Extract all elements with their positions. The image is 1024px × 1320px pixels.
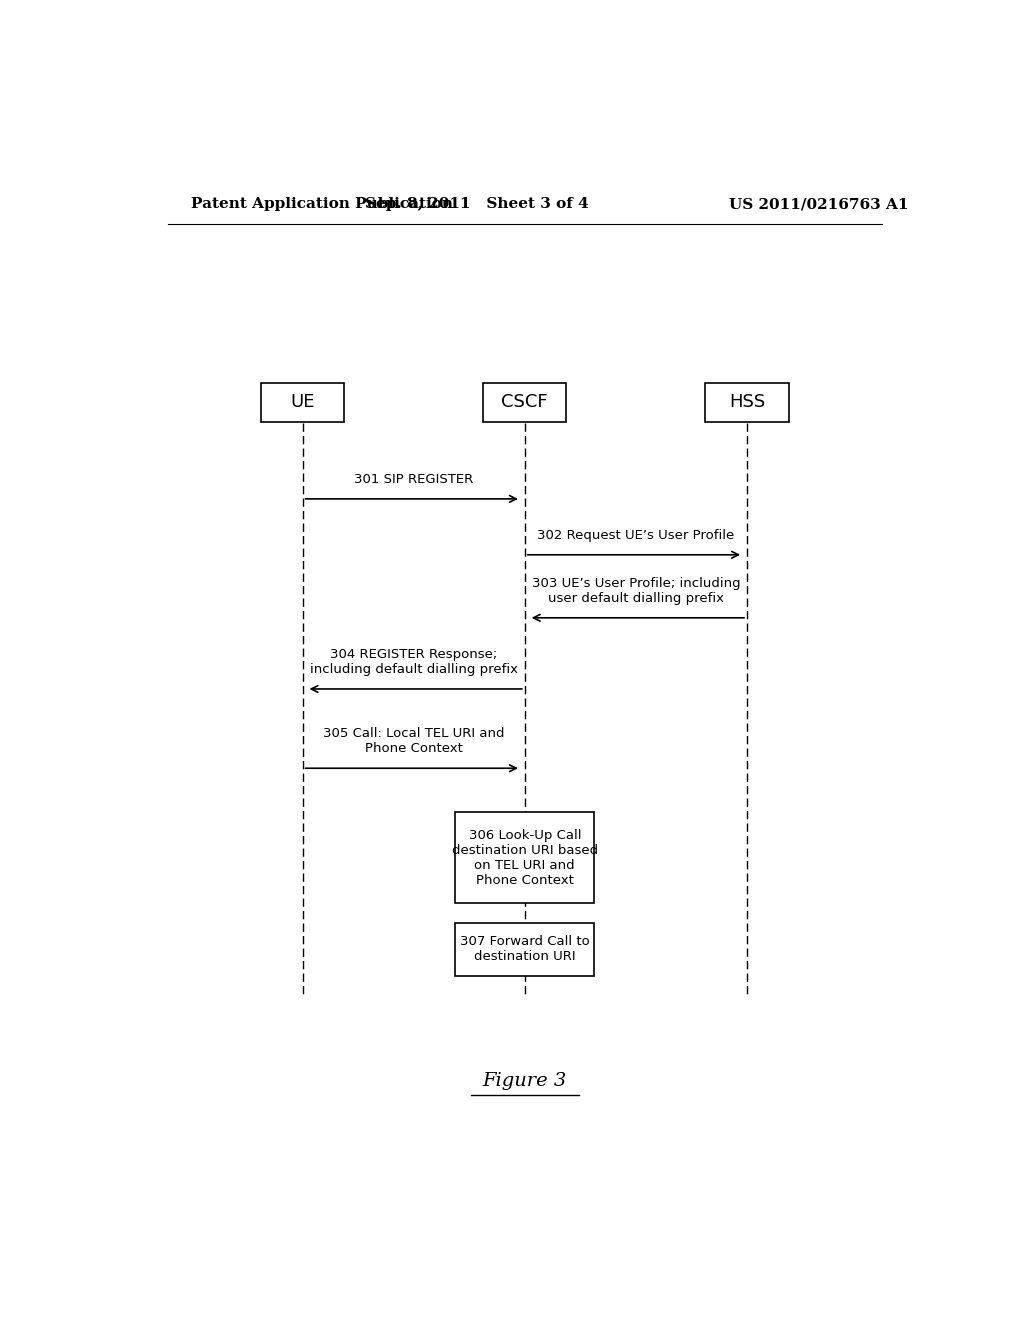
Text: 301 SIP REGISTER: 301 SIP REGISTER [354,473,473,486]
Bar [706,383,788,421]
Text: 302 Request UE’s User Profile: 302 Request UE’s User Profile [538,528,734,541]
Text: Patent Application Publication: Patent Application Publication [191,197,454,211]
Text: 303 UE’s User Profile; including
user default dialling prefix: 303 UE’s User Profile; including user de… [531,577,740,605]
Text: 304 REGISTER Response;
including default dialling prefix: 304 REGISTER Response; including default… [309,648,518,676]
Text: UE: UE [291,393,314,412]
Text: Figure 3: Figure 3 [482,1072,567,1090]
Text: Sep. 8, 2011   Sheet 3 of 4: Sep. 8, 2011 Sheet 3 of 4 [366,197,589,211]
Bar [456,812,594,903]
Text: 307 Forward Call to
destination URI: 307 Forward Call to destination URI [460,935,590,964]
Text: 305 Call: Local TEL URI and
Phone Context: 305 Call: Local TEL URI and Phone Contex… [323,727,505,755]
Text: CSCF: CSCF [502,393,548,412]
Text: US 2011/0216763 A1: US 2011/0216763 A1 [729,197,908,211]
Bar [483,383,566,421]
Text: HSS: HSS [729,393,765,412]
Text: 306 Look-Up Call
destination URI based
on TEL URI and
Phone Context: 306 Look-Up Call destination URI based o… [452,829,598,887]
Bar [456,923,594,975]
Bar [261,383,344,421]
